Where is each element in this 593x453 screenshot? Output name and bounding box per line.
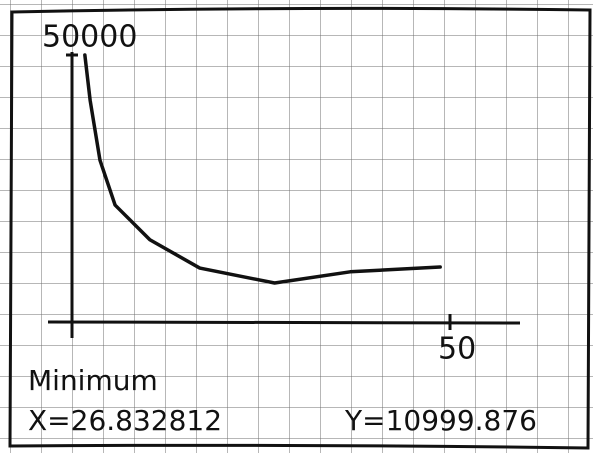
annotation: Minimum xyxy=(28,364,158,397)
x-tick-label: 50 xyxy=(438,332,476,367)
y-tick-label: 50000 xyxy=(42,20,137,55)
annotation: X=26.832812 xyxy=(28,404,222,437)
annotation: Y=10999.876 xyxy=(344,404,537,437)
line xyxy=(83,53,442,285)
border xyxy=(8,6,592,450)
x-axis xyxy=(47,320,521,325)
